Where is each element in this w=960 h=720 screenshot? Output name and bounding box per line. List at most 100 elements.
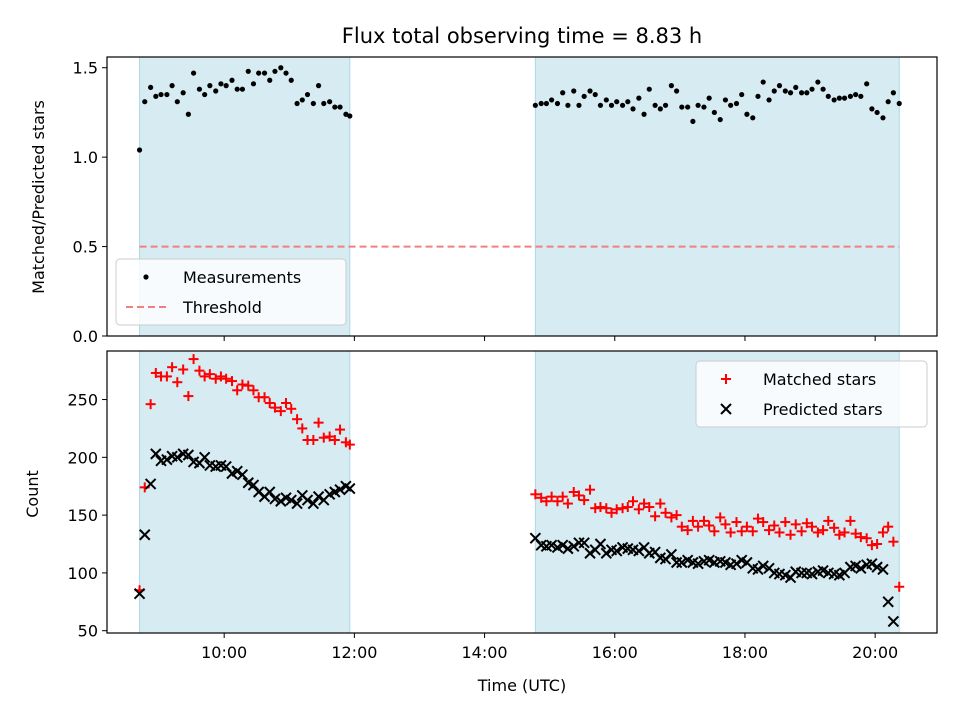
- measurement-point: [668, 83, 675, 89]
- measurement-point: [755, 93, 761, 99]
- predicted-star-b: [752, 563, 764, 576]
- predicted-star-b: [806, 568, 818, 580]
- legend-predicted-marker: [720, 403, 732, 415]
- matched-star-marker: [741, 521, 752, 532]
- ratio-panel: 0.0 0.5 1.0 1.5 Measurements Threshold: [73, 56, 938, 346]
- predicted-star-marker: [264, 486, 276, 498]
- y-tick-label: 100: [67, 564, 98, 583]
- predicted-star-b: [670, 556, 683, 569]
- predicted-star-b: [828, 568, 840, 580]
- measurement-point: [695, 102, 701, 108]
- predicted-star-b: [171, 451, 184, 464]
- y-tick-label: 1.0: [73, 148, 98, 167]
- matched-star-marker: [796, 526, 807, 537]
- predicted-star-b: [773, 568, 786, 580]
- matched-star-marker: [687, 515, 698, 526]
- matched-star-marker: [573, 490, 584, 501]
- predicted-star-b: [204, 459, 216, 472]
- matched-star-marker: [872, 539, 883, 550]
- predicted-star-marker: [231, 465, 243, 477]
- predicted-star-b: [562, 542, 574, 555]
- matched-star-marker: [611, 504, 622, 515]
- predicted-star-b: [882, 596, 894, 608]
- plot-frame: [106, 56, 938, 337]
- predicted-star-b: [795, 567, 808, 579]
- measurement-point: [597, 102, 604, 108]
- predicted-star-b: [242, 477, 254, 489]
- matched-star-marker: [541, 496, 552, 507]
- legend-label: Matched stars: [763, 370, 876, 389]
- measurement-point: [847, 93, 854, 99]
- measurement-point: [543, 100, 550, 107]
- matched-star-marker: [655, 498, 666, 509]
- predicted-star-marker: [291, 497, 303, 510]
- matched-star-marker: [215, 371, 226, 382]
- measurement-point: [207, 83, 213, 89]
- matched-star-marker: [671, 510, 682, 521]
- measurement-point: [169, 83, 175, 89]
- matched-star-marker: [639, 498, 650, 509]
- predicted-star-b: [605, 544, 618, 556]
- measurement-point: [890, 90, 896, 96]
- matched-star-marker: [747, 526, 758, 537]
- predicted-star-marker: [568, 540, 580, 553]
- measurement-point: [153, 93, 159, 99]
- top-y-axis-label: Matched/Predicted stars: [29, 100, 48, 294]
- predicted-star-b: [312, 490, 325, 503]
- matched-star-marker: [161, 371, 172, 382]
- measurement-point: [690, 118, 696, 124]
- count-panel: 50 100 150 200 250 10:00 12:00 14:00 16:00 18:00 2…: [67, 350, 938, 662]
- predicted-star-b: [822, 567, 834, 579]
- measurement-point: [288, 77, 294, 83]
- predicted-star-b: [638, 541, 650, 554]
- predicted-star-marker: [584, 547, 596, 559]
- y-tick-label: 150: [67, 506, 98, 525]
- predicted-star-marker: [236, 468, 249, 481]
- measurement-point: [820, 86, 826, 92]
- measurement-point: [874, 109, 880, 116]
- measurement-point: [674, 88, 680, 94]
- matched-star-marker: [183, 391, 194, 402]
- legend-label: Predicted stars: [763, 400, 883, 419]
- matched-star-marker: [221, 373, 232, 384]
- measurement-point: [739, 91, 745, 98]
- predicted-star-b: [594, 538, 607, 550]
- plot-frame: [106, 350, 938, 634]
- predicted-star-b: [275, 495, 287, 507]
- measurement-point: [831, 97, 837, 103]
- matched-star-marker: [731, 517, 742, 528]
- matched-star-marker: [785, 529, 796, 540]
- measurement-point: [760, 79, 766, 85]
- measurement-point: [185, 111, 191, 117]
- matched-star-marker: [682, 525, 693, 536]
- predicted-star-b: [877, 563, 889, 576]
- measurement-point: [608, 102, 615, 108]
- chart-title: Flux total observing time = 8.83 h: [342, 24, 702, 48]
- measurement-point: [315, 83, 322, 89]
- measurement-point: [793, 84, 799, 91]
- predicted-star-b: [535, 539, 547, 551]
- legend-box: [695, 360, 928, 428]
- measurement-point: [294, 100, 300, 107]
- measurement-point: [196, 86, 203, 92]
- matched-star-marker: [606, 507, 617, 518]
- predicted-star-marker: [133, 587, 146, 600]
- measurement-point: [722, 97, 729, 103]
- matched-star-marker: [845, 515, 856, 526]
- measurement-point: [728, 102, 734, 108]
- matched-star-marker: [579, 495, 590, 506]
- matched-star-marker: [585, 484, 596, 495]
- measurement-point: [766, 97, 772, 103]
- matched-star-marker: [275, 406, 286, 417]
- measurement-point: [272, 68, 278, 74]
- measurement-point: [299, 97, 305, 103]
- predicted-star-marker: [275, 495, 287, 507]
- matched-star-marker: [264, 398, 275, 409]
- predicted-star-marker: [573, 537, 585, 549]
- matched-star-marker: [769, 520, 780, 531]
- predicted-star-marker: [247, 479, 260, 491]
- matched-star-marker: [693, 521, 704, 532]
- matched-star-marker: [834, 529, 845, 540]
- matched-star-marker: [590, 503, 601, 514]
- measurement-point: [825, 93, 831, 99]
